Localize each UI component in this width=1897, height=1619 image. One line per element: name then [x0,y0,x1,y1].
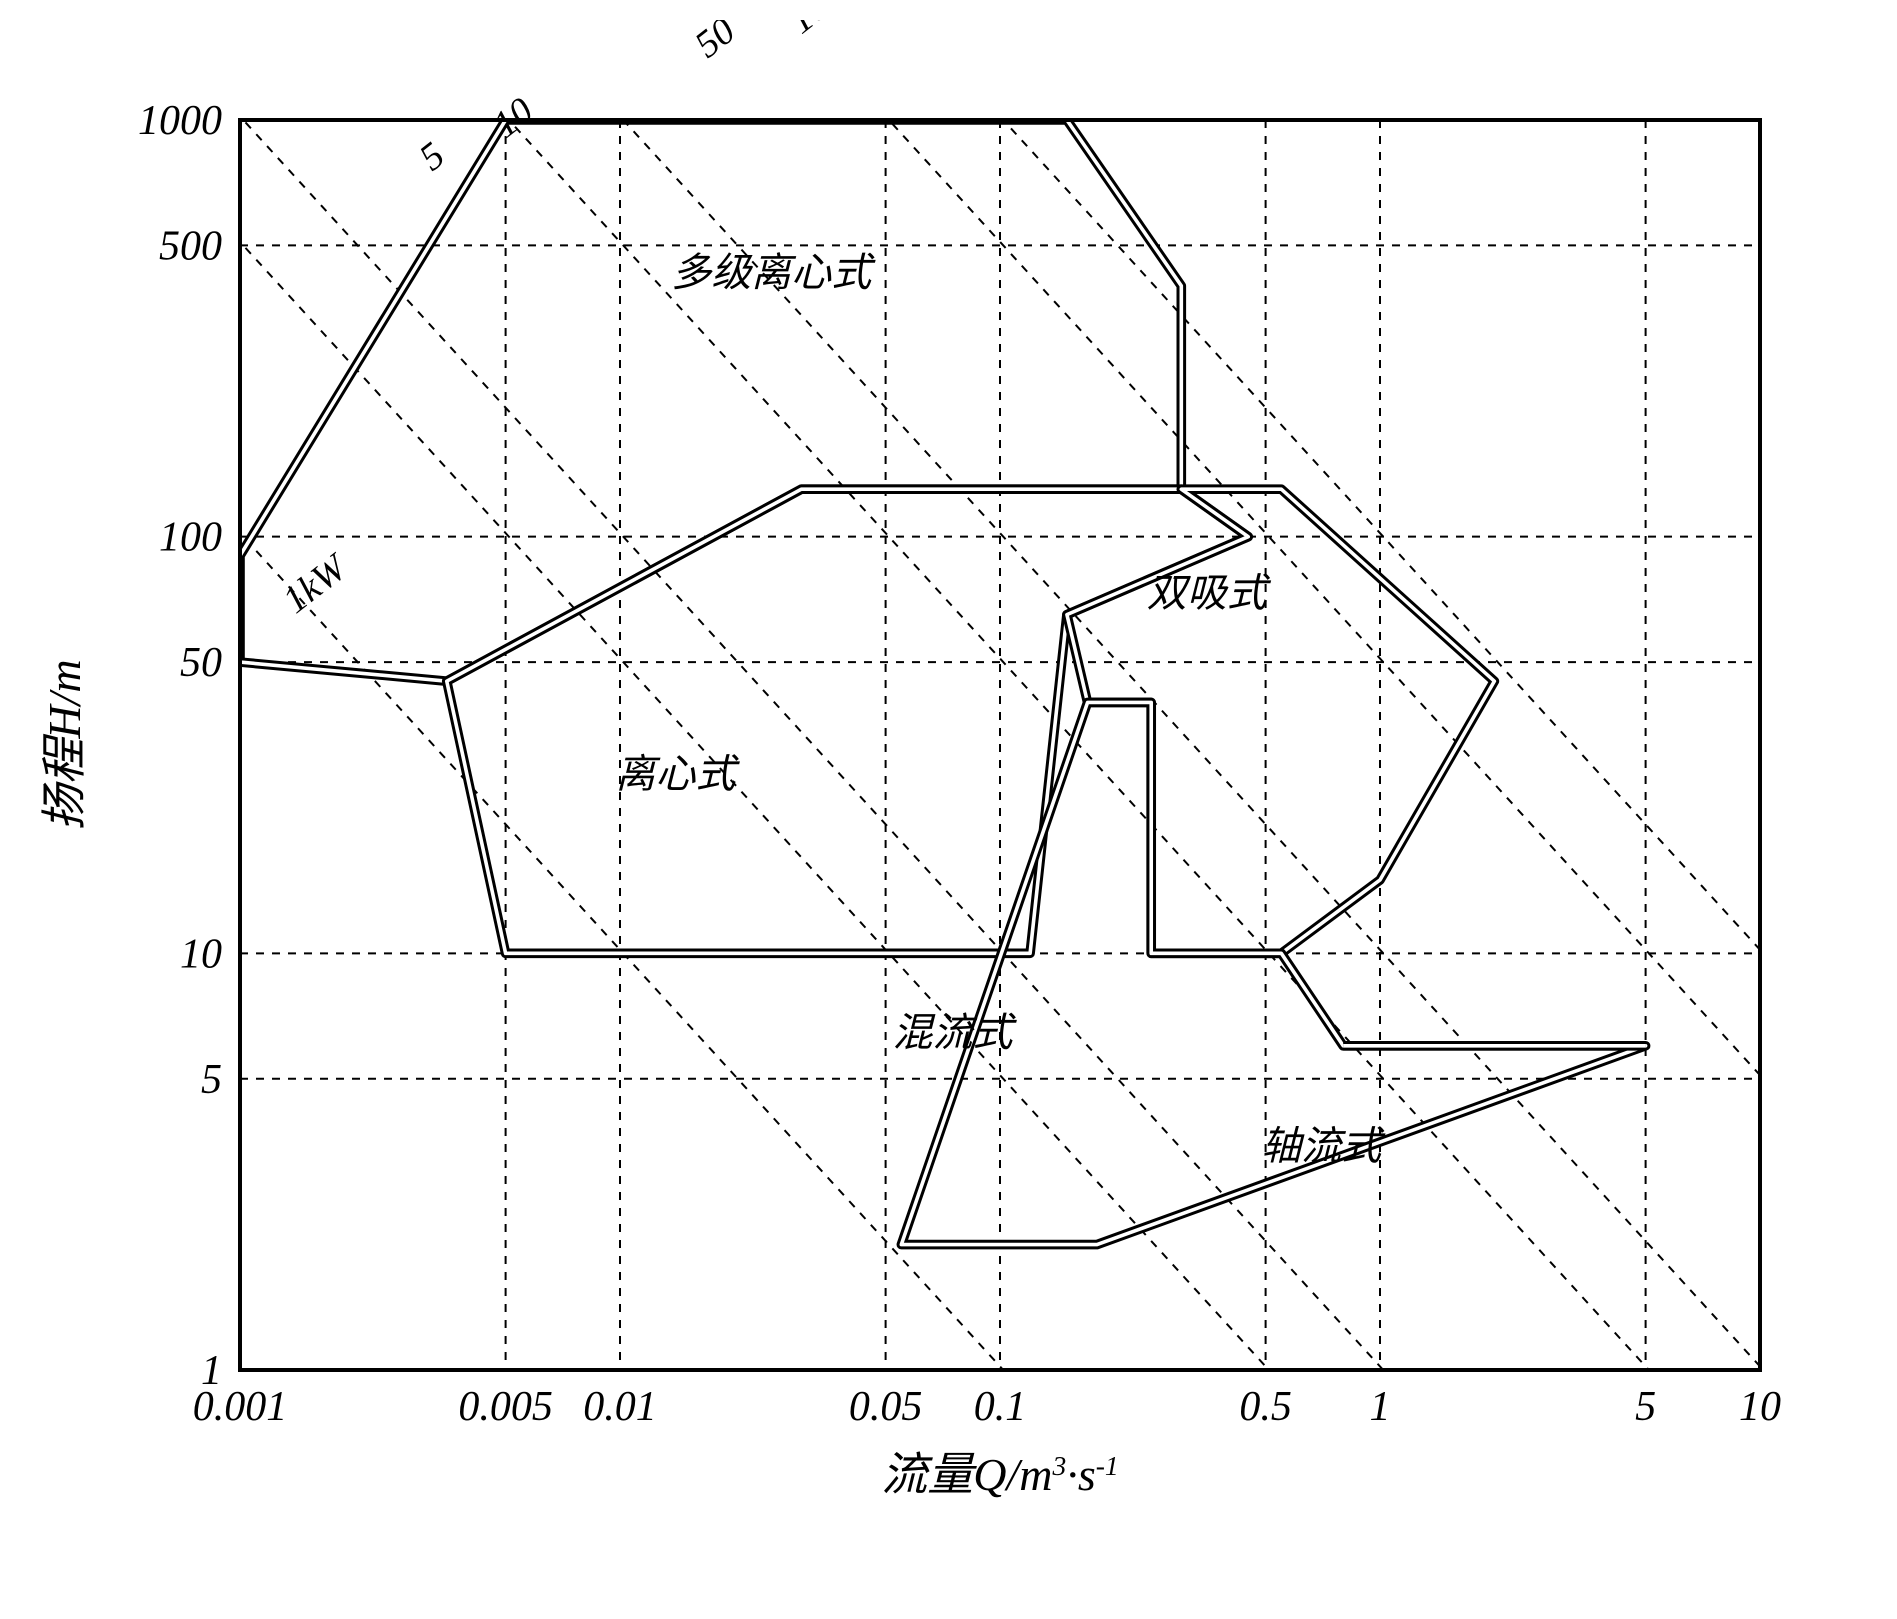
y-tick-label: 50 [180,640,222,686]
x-tick-label: 5 [1635,1384,1656,1430]
x-tick-label: 0.01 [583,1384,657,1430]
x-tick-label: 0.1 [974,1384,1027,1430]
region-label: 多级离心式 [671,250,876,295]
y-tick-label: 10 [180,931,222,977]
region-label: 离心式 [616,752,741,797]
region-label: 混流式 [893,1010,1018,1055]
region-label: 轴流式 [1261,1124,1386,1169]
region-label: 双吸式 [1147,570,1272,615]
y-tick-label: 5 [201,1057,222,1103]
x-tick-label: 0.5 [1239,1384,1292,1430]
y-tick-label: 500 [159,223,222,269]
x-axis-label: 流量Q/m3·s-1 [881,1449,1118,1500]
y-tick-label: 100 [159,515,222,561]
x-tick-label: 0.005 [458,1384,553,1430]
y-axis-label: 扬程H/m [39,659,90,830]
chart-svg: 1kW510501005001000kW多级离心式离心式双吸式混流式轴流式0.0… [20,20,1820,1560]
x-tick-label: 0.05 [849,1384,923,1430]
y-tick-label: 1 [201,1348,222,1394]
pump-selection-chart: 1kW510501005001000kW多级离心式离心式双吸式混流式轴流式0.0… [20,20,1820,1560]
y-tick-label: 1000 [138,98,222,144]
x-tick-label: 1 [1370,1384,1391,1430]
x-tick-label: 10 [1739,1384,1781,1430]
